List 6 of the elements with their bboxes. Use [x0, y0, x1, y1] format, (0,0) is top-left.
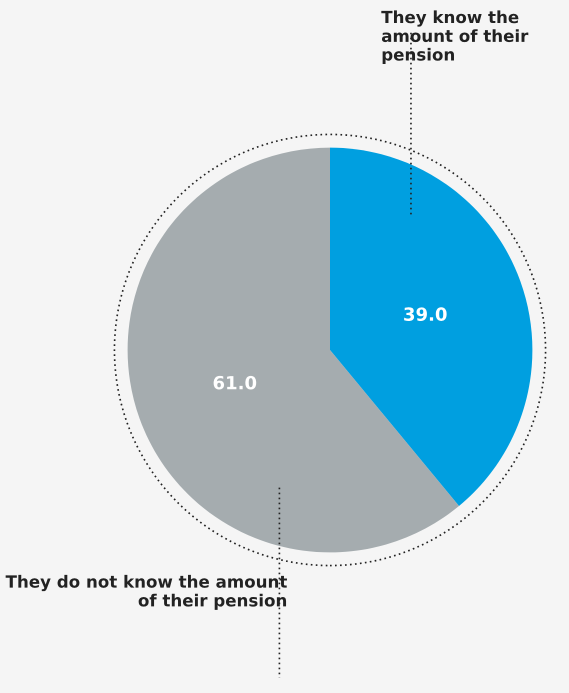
pie-slice — [128, 148, 460, 552]
slice-label: They do not know the amount of their pension — [6, 574, 287, 610]
slice-label: They know the amount of their pension — [381, 10, 528, 64]
data-label: 61.0 — [214, 376, 256, 390]
data-label: 39.0 — [404, 307, 447, 321]
pie-slice — [330, 148, 532, 506]
